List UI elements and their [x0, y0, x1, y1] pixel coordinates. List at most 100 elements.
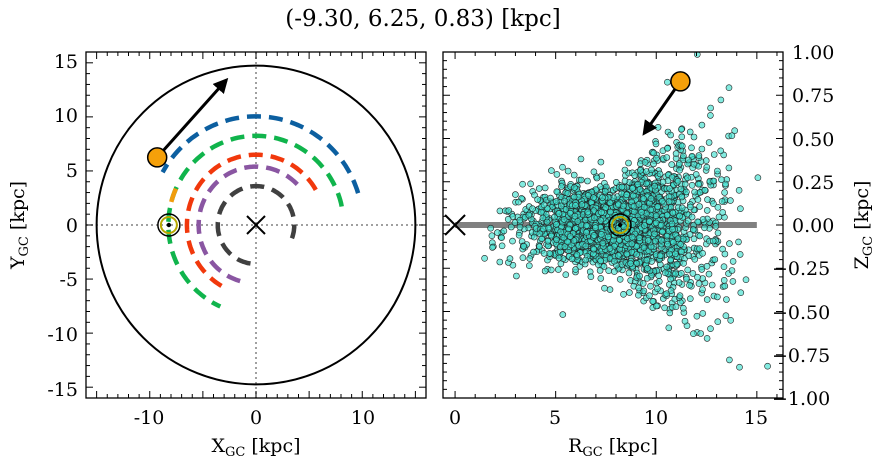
scatter-point	[560, 234, 568, 242]
scatter-point	[651, 237, 659, 245]
scatter-point	[678, 133, 686, 141]
right-y-axis-label: ZGC [kpc]	[851, 181, 876, 270]
scatter-point	[610, 268, 618, 275]
scatter-point	[699, 216, 707, 223]
scatter-point	[616, 275, 624, 283]
scatter-point	[653, 154, 660, 162]
scatter-point	[663, 263, 671, 271]
scatter-point	[663, 154, 671, 161]
scatter-point	[736, 432, 742, 438]
scatter-point	[566, 209, 574, 217]
scatter-point	[674, 177, 682, 185]
scatter-point	[536, 230, 544, 238]
scatter-point	[618, 183, 626, 191]
scatter-point	[540, 201, 548, 209]
scatter-point	[727, 197, 734, 204]
scatter-point	[640, 203, 648, 211]
scatter-point	[614, 252, 622, 259]
scatter-point	[515, 198, 522, 206]
scatter-point	[718, 176, 725, 183]
scatter-point	[664, 240, 671, 248]
scatter-point	[568, 255, 576, 263]
scatter-point	[623, 191, 631, 199]
scatter-point	[681, 180, 689, 188]
scatter-point	[666, 250, 673, 258]
orbit-arc-purple	[196, 164, 299, 285]
scatter-points	[481, 52, 771, 438]
star-marker	[146, 147, 168, 168]
scatter-point	[536, 243, 543, 250]
scatter-point	[721, 189, 728, 196]
scatter-point	[728, 267, 736, 274]
scatter-point	[669, 209, 677, 217]
scatter-point	[715, 213, 723, 221]
scatter-point	[668, 161, 676, 168]
left-ytick-label: -15	[47, 379, 78, 401]
scatter-point	[552, 198, 560, 205]
scatter-point	[699, 250, 706, 257]
left-x-axis-label: XGC [kpc]	[211, 435, 300, 460]
scatter-point	[703, 207, 711, 214]
scatter-point	[680, 152, 687, 160]
scatter-point	[519, 180, 526, 188]
scatter-point	[673, 260, 681, 268]
scatter-point	[667, 131, 674, 139]
scatter-point	[703, 163, 711, 171]
scatter-point	[661, 269, 669, 277]
left-xtick-label: 0	[250, 407, 262, 429]
scatter-point	[547, 266, 555, 274]
scatter-point	[647, 282, 654, 290]
scatter-point	[487, 224, 495, 232]
scatter-point	[498, 234, 505, 241]
scatter-point	[620, 290, 627, 298]
left-y-axis-label: YGC [kpc]	[7, 181, 32, 270]
scatter-point	[654, 203, 661, 211]
scatter-point	[722, 312, 730, 320]
scatter-point	[714, 204, 722, 211]
scatter-point	[683, 275, 690, 283]
scatter-point	[736, 251, 744, 258]
scatter-point	[635, 284, 642, 292]
right-ytick-label: 0.50	[792, 129, 834, 151]
scatter-point	[638, 208, 645, 216]
scatter-point	[541, 184, 549, 192]
scatter-point	[562, 271, 570, 279]
scatter-point	[604, 233, 612, 241]
scatter-point	[590, 194, 597, 201]
scatter-point	[709, 237, 717, 245]
scatter-point	[481, 254, 488, 262]
scatter-point	[677, 269, 685, 277]
velocity-arrow	[156, 77, 229, 159]
scatter-point	[583, 229, 590, 236]
scatter-point	[640, 287, 648, 295]
scatter-point	[625, 269, 633, 277]
scatter-point	[666, 185, 673, 192]
scatter-point	[644, 265, 651, 272]
left-ytick-label: -5	[59, 269, 78, 291]
scatter-point	[726, 356, 733, 364]
scatter-point	[663, 211, 671, 219]
scatter-point	[714, 229, 722, 237]
scatter-point	[678, 193, 686, 201]
scatter-point	[593, 174, 601, 182]
right-ytick-label: −0.50	[772, 302, 830, 324]
scatter-point	[606, 245, 614, 252]
left-xtick-label: -10	[134, 407, 165, 429]
scatter-point	[572, 266, 579, 273]
scatter-point	[691, 188, 698, 196]
scatter-point	[571, 212, 579, 220]
scatter-point	[494, 229, 501, 236]
scatter-point	[736, 363, 743, 371]
scatter-point	[735, 187, 743, 194]
scatter-point	[707, 104, 714, 112]
sun-outer-ring	[608, 213, 632, 237]
scatter-point	[590, 245, 597, 253]
scatter-point	[684, 266, 692, 274]
right-xtick-label: 15	[744, 407, 768, 429]
scatter-point	[553, 236, 560, 243]
scatter-point	[513, 272, 520, 280]
scatter-point	[735, 238, 742, 246]
right-ytick-label: −0.25	[772, 258, 830, 280]
sun-center-dot	[617, 222, 623, 228]
